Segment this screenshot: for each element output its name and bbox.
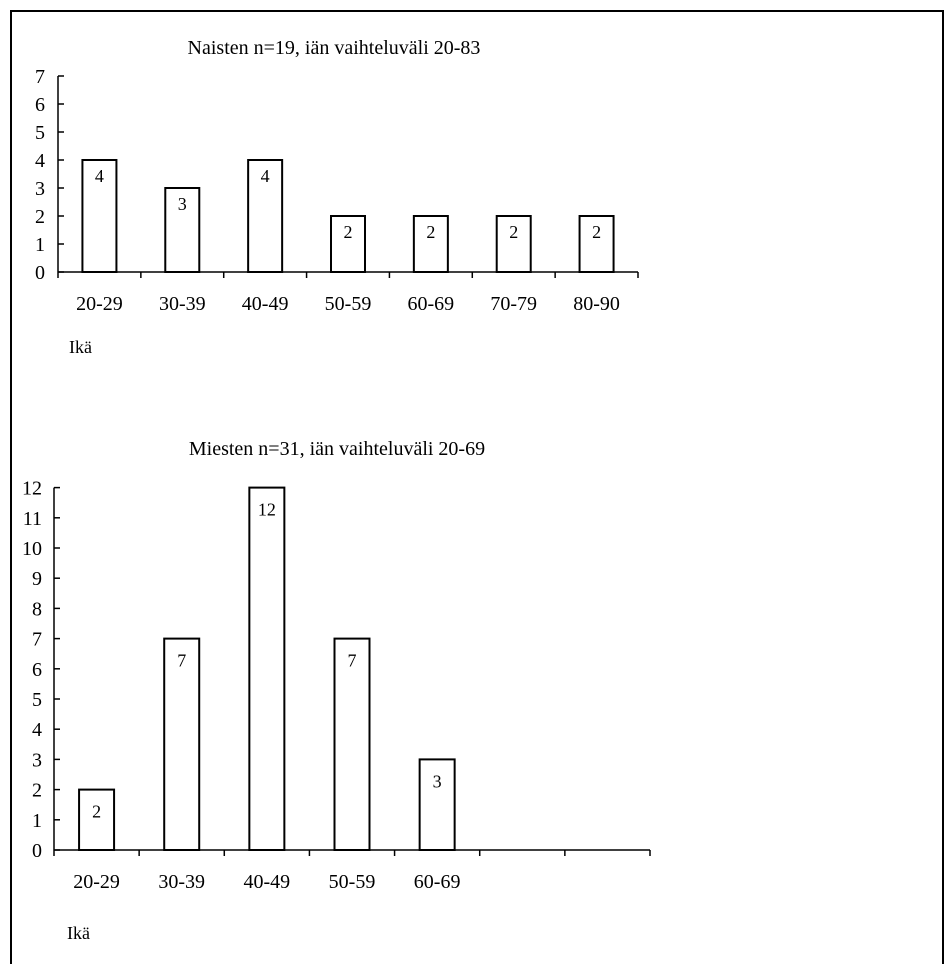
chart2-data-label: 12 bbox=[258, 500, 276, 520]
chart2-bar bbox=[248, 486, 286, 851]
chart2-x-category-label: 50-59 bbox=[329, 871, 376, 893]
chart1-y-tick-label: 3 bbox=[35, 178, 45, 200]
chart1-bar bbox=[247, 159, 284, 273]
chart2-y-tick-label: 11 bbox=[23, 508, 42, 530]
chart1-data-label: 2 bbox=[509, 222, 518, 242]
chart1-data-label: 4 bbox=[261, 166, 270, 186]
chart2-y-tick-label: 9 bbox=[32, 568, 42, 590]
chart2-bar bbox=[418, 758, 456, 852]
chart2-y-tick-label: 5 bbox=[32, 689, 42, 711]
chart2-y-tick-label: 4 bbox=[32, 719, 42, 741]
chart1-x-category-label: 60-69 bbox=[408, 293, 455, 315]
chart2-title: Miesten n=31, iän vaihteluväli 20-69 bbox=[189, 438, 485, 460]
chart2-y-tick-label: 8 bbox=[32, 598, 42, 620]
chart1-y-tick-label: 6 bbox=[35, 94, 45, 116]
chart1-bar bbox=[164, 187, 201, 273]
chart1-data-label: 2 bbox=[592, 222, 601, 242]
chart1-data-label: 3 bbox=[178, 194, 187, 214]
chart1-title: Naisten n=19, iän vaihteluväli 20-83 bbox=[188, 37, 481, 59]
chart1-x-category-label: 40-49 bbox=[242, 293, 289, 315]
chart2-data-label: 7 bbox=[348, 651, 357, 671]
chart2-x-axis-label: Ikä bbox=[67, 923, 90, 943]
chart2-data-label: 7 bbox=[177, 651, 186, 671]
chart2-y-tick-label: 10 bbox=[22, 538, 42, 560]
chart1-y-tick-label: 7 bbox=[35, 66, 45, 88]
chart1-data-label: 2 bbox=[426, 222, 435, 242]
chart1-x-category-label: 30-39 bbox=[159, 293, 206, 315]
chart1-bar bbox=[412, 215, 449, 273]
chart1-x-category-label: 70-79 bbox=[490, 293, 537, 315]
chart1-x-category-label: 20-29 bbox=[76, 293, 123, 315]
chart1-y-tick-label: 5 bbox=[35, 122, 45, 144]
chart1-y-tick-label: 1 bbox=[35, 234, 45, 256]
chart1-y-tick-label: 0 bbox=[35, 262, 45, 284]
chart2-bar bbox=[163, 637, 201, 851]
chart2-data-label: 2 bbox=[92, 802, 101, 822]
chart2-y-tick-label: 2 bbox=[32, 780, 42, 802]
chart2-y-tick-label: 12 bbox=[22, 478, 42, 500]
chart1-x-category-label: 80-90 bbox=[573, 293, 620, 315]
chart1-y-tick-label: 4 bbox=[35, 150, 45, 172]
chart1-bar bbox=[495, 215, 532, 273]
chart2-y-tick-label: 6 bbox=[32, 659, 42, 681]
chart1-bar bbox=[81, 159, 118, 273]
chart2-x-category-label: 60-69 bbox=[414, 871, 461, 893]
chart1-data-label: 2 bbox=[344, 222, 353, 242]
chart1-y-tick-label: 2 bbox=[35, 206, 45, 228]
chart2-y-tick-label: 7 bbox=[32, 629, 42, 651]
chart2-bar bbox=[333, 637, 371, 851]
chart1-data-label: 4 bbox=[95, 166, 104, 186]
chart2-bar bbox=[78, 788, 116, 851]
chart2-data-label: 3 bbox=[433, 771, 442, 791]
chart2-x-category-label: 30-39 bbox=[158, 871, 205, 893]
chart2-y-tick-label: 1 bbox=[32, 810, 42, 832]
chart2-y-tick-label: 3 bbox=[32, 749, 42, 771]
chart2-x-category-label: 20-29 bbox=[73, 871, 120, 893]
chart1-x-category-label: 50-59 bbox=[325, 293, 372, 315]
chart1-bar bbox=[578, 215, 615, 273]
chart1-bar bbox=[330, 215, 366, 273]
chart2-y-tick-label: 0 bbox=[32, 840, 42, 862]
chart1-x-axis-label: Ikä bbox=[69, 337, 92, 357]
chart2-x-category-label: 40-49 bbox=[244, 871, 291, 893]
